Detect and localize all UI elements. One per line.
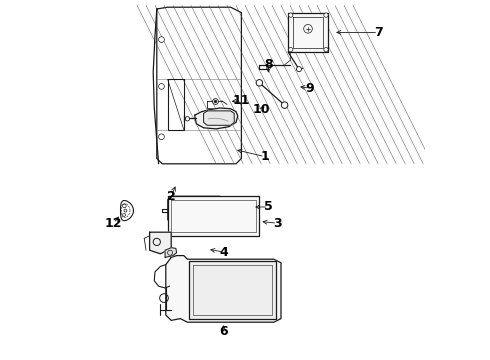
Circle shape	[324, 13, 328, 17]
Circle shape	[324, 48, 328, 52]
Circle shape	[214, 100, 217, 103]
Text: 8: 8	[264, 58, 273, 71]
Text: 7: 7	[374, 26, 383, 39]
Polygon shape	[195, 108, 238, 129]
Text: 12: 12	[105, 217, 122, 230]
Circle shape	[296, 67, 301, 72]
Circle shape	[289, 13, 293, 17]
Text: 3: 3	[273, 217, 282, 230]
Circle shape	[281, 102, 288, 108]
Polygon shape	[168, 196, 259, 236]
Text: 4: 4	[219, 246, 228, 258]
Polygon shape	[165, 248, 176, 257]
Polygon shape	[168, 196, 223, 223]
Polygon shape	[189, 261, 275, 319]
Circle shape	[185, 117, 190, 121]
Polygon shape	[288, 13, 328, 52]
Text: 11: 11	[233, 94, 250, 107]
Circle shape	[159, 134, 164, 140]
Text: 6: 6	[219, 325, 228, 338]
Text: 5: 5	[264, 201, 273, 213]
Text: 10: 10	[252, 103, 270, 116]
Text: 9: 9	[305, 82, 314, 95]
Polygon shape	[149, 232, 171, 254]
Polygon shape	[204, 111, 234, 125]
Polygon shape	[166, 256, 281, 322]
Circle shape	[159, 37, 164, 42]
Circle shape	[256, 80, 263, 86]
Text: 1: 1	[260, 150, 269, 163]
Text: 2: 2	[167, 190, 175, 203]
Circle shape	[159, 84, 164, 89]
Circle shape	[289, 48, 293, 52]
Circle shape	[213, 99, 219, 104]
